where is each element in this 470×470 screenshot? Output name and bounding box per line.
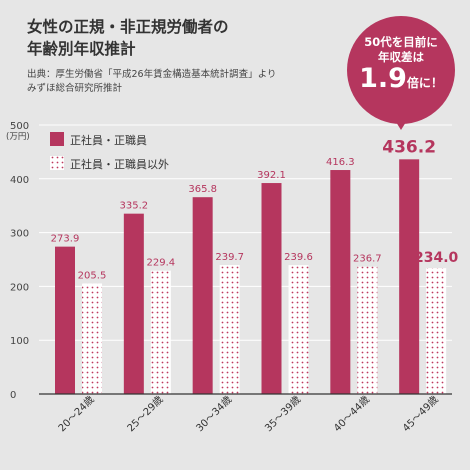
bar-regular [261,183,282,394]
value-label-regular: 416.3 [326,157,355,168]
bar-nonregular [82,283,102,394]
value-label-regular: 273.9 [51,234,80,245]
y-tick-label: 400 [10,175,29,186]
y-tick-label: 100 [10,336,29,347]
bar-regular [399,159,420,394]
y-tick-label: 300 [10,229,29,240]
chart-title-line-2: 年齢別年収推計 [27,40,136,58]
bar-regular [330,170,351,394]
value-label-nonregular: 234.0 [414,250,459,266]
bar-nonregular [219,265,240,394]
y-tick-label: 500 [10,121,29,132]
bar-nonregular [357,266,378,394]
x-tick-label: 30～34歳 [194,394,235,435]
source-note: 出典：厚生労働省「平成26年賃金構造基本統計調査」より みずほ総合研究所推計 [27,68,276,96]
bar-nonregular [288,265,309,394]
bar-nonregular [150,270,171,394]
value-label-nonregular: 239.7 [215,252,244,263]
value-label-nonregular: 229.4 [147,258,176,269]
legend-swatch-regular [50,132,64,146]
bar-nonregular [426,268,447,394]
value-label-nonregular: 236.7 [353,254,382,265]
bar-regular [192,197,213,394]
value-label-regular: 392.1 [257,170,286,181]
bar-regular [55,246,75,394]
x-tick-label: 20～24歳 [56,394,97,435]
source-line-1: 出典：厚生労働省「平成26年賃金構造基本統計調査」より [27,69,277,80]
value-label-regular: 365.8 [188,184,217,195]
y-tick-label: 0 [10,390,16,401]
callout-value: 1.9 [359,63,407,94]
x-tick-label: 40～44歳 [331,394,372,435]
callout-suffix: 倍に！ [406,76,443,90]
chart-title-line-1: 女性の正規・非正規労働者の [27,18,229,36]
bar-regular [123,213,144,394]
callout-line-2: 年収差は [378,50,424,64]
legend-label-regular: 正社員・正職員 [70,133,147,147]
callout-tail [391,114,411,130]
value-label-regular: 335.2 [120,201,149,212]
value-label-nonregular: 205.5 [78,270,107,281]
chart-title: 女性の正規・非正規労働者の 年齢別年収推計 [27,16,229,60]
callout-value-line: 1.9倍に！ [347,63,455,94]
legend-swatch-nonregular [50,156,64,170]
y-unit-label: (万円) [6,132,30,142]
x-tick-label: 35～39歳 [263,394,304,435]
source-line-2: みずほ総合研究所推計 [27,83,123,94]
y-tick-label: 200 [10,282,29,293]
value-label-regular: 436.2 [382,137,436,157]
callout-bubble: 50代を目前に 年収差は 1.9倍に！ [347,16,455,130]
legend-label-nonregular: 正社員・正職員以外 [70,157,169,171]
x-tick-label: 25～29歳 [125,394,166,435]
x-tick-label: 45～49歳 [400,394,441,435]
callout-line-1: 50代を目前に [364,35,438,49]
value-label-nonregular: 239.6 [284,252,313,263]
